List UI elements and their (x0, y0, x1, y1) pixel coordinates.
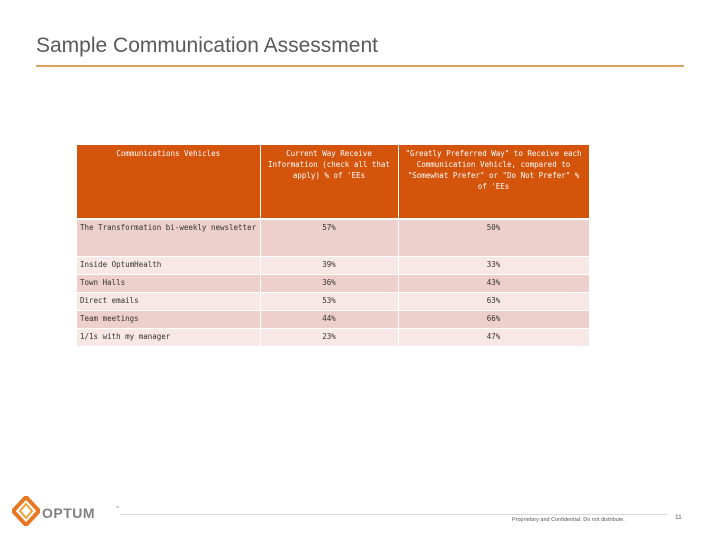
page-number: 11 (675, 514, 682, 521)
preferred-cell: 33% (398, 256, 590, 275)
table-row: 1/1s with my manager 23% 47% (77, 328, 590, 347)
preferred-cell: 50% (398, 219, 590, 257)
table-header-row: Communications Vehicles Current Way Rece… (77, 145, 590, 220)
logo-wordmark: OPTUM (42, 505, 96, 521)
vehicle-cell: Team meetings (77, 310, 261, 329)
current-cell: 39% (260, 256, 399, 275)
optum-logo: OPTUM ™ (12, 496, 132, 528)
assessment-table: Communications Vehicles Current Way Rece… (77, 145, 590, 347)
logo-trademark: ™ (115, 505, 119, 510)
title-divider (36, 65, 684, 67)
preferred-cell: 43% (398, 274, 590, 293)
preferred-cell: 47% (398, 328, 590, 347)
optum-logo-mark-icon (12, 496, 40, 526)
footer-divider (120, 514, 667, 515)
current-cell: 36% (260, 274, 399, 293)
vehicle-cell: 1/1s with my manager (77, 328, 261, 347)
header-current-way: Current Way Receive Information (check a… (260, 145, 399, 220)
vehicle-cell: Direct emails (77, 292, 261, 311)
vehicle-cell: Town Halls (77, 274, 261, 293)
header-preferred-way: "Greatly Preferred Way" to Receive each … (398, 145, 590, 220)
vehicle-cell: The Transformation bi-weekly newsletter (77, 219, 261, 257)
current-cell: 53% (260, 292, 399, 311)
table-row: The Transformation bi-weekly newsletter … (77, 219, 590, 257)
slide-title: Sample Communication Assessment (36, 34, 378, 57)
table-row: Inside OptumHealth 39% 33% (77, 256, 590, 275)
table-row: Team meetings 44% 66% (77, 310, 590, 329)
table-row: Direct emails 53% 63% (77, 292, 590, 311)
preferred-cell: 63% (398, 292, 590, 311)
current-cell: 57% (260, 219, 399, 257)
header-vehicles: Communications Vehicles (77, 145, 261, 220)
confidential-note: Proprietary and Confidential. Do not dis… (512, 517, 625, 523)
vehicle-cell: Inside OptumHealth (77, 256, 261, 275)
preferred-cell: 66% (398, 310, 590, 329)
table-row: Town Halls 36% 43% (77, 274, 590, 293)
current-cell: 44% (260, 310, 399, 329)
current-cell: 23% (260, 328, 399, 347)
